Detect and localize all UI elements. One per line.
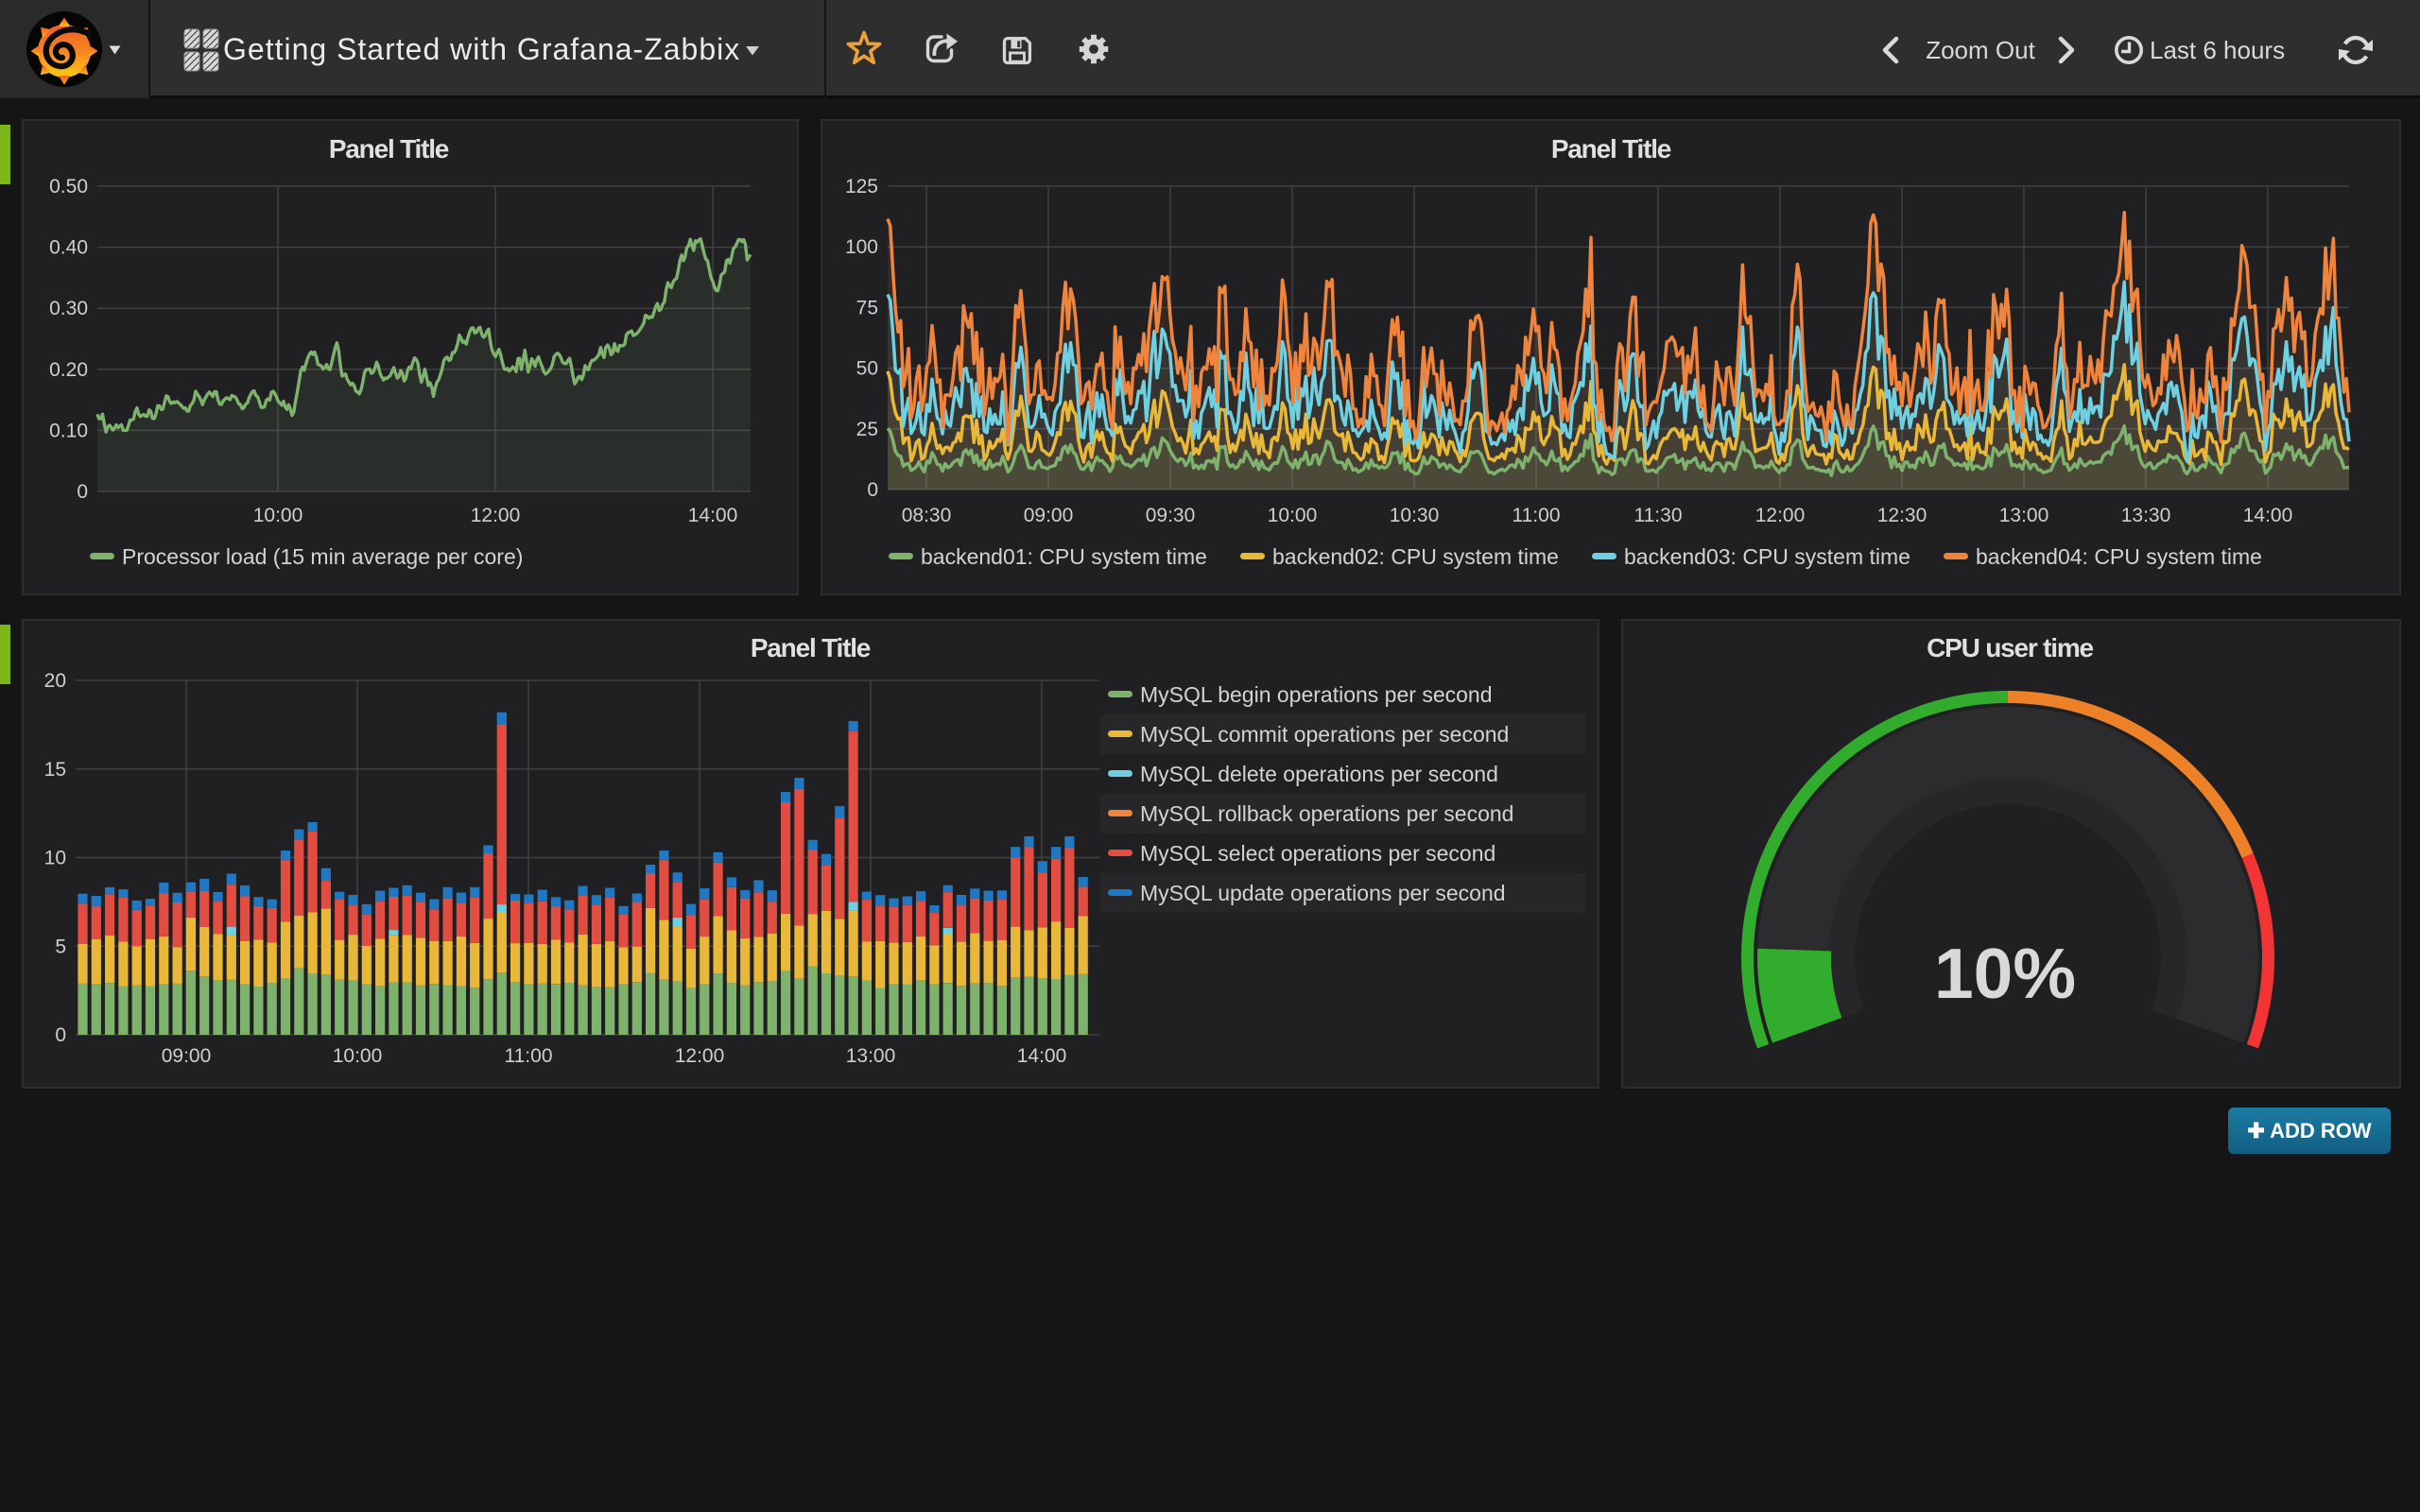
svg-text:13:30: 13:30	[2121, 505, 2171, 526]
svg-text:75: 75	[856, 297, 878, 318]
svg-text:10%: 10%	[1934, 934, 2076, 1013]
svg-text:10: 10	[44, 848, 66, 869]
svg-text:13:00: 13:00	[1999, 505, 2049, 526]
svg-text:15: 15	[44, 759, 66, 781]
svg-text:0: 0	[77, 481, 88, 503]
svg-text:Panel Title: Panel Title	[751, 633, 871, 662]
svg-text:MySQL update operations per se: MySQL update operations per second	[1140, 881, 1506, 905]
svg-text:0.10: 0.10	[49, 420, 88, 441]
svg-text:0.40: 0.40	[49, 237, 88, 259]
svg-text:0.50: 0.50	[49, 176, 88, 198]
svg-text:11:00: 11:00	[1512, 505, 1561, 526]
svg-text:Panel Title: Panel Title	[329, 134, 449, 163]
svg-text:14:00: 14:00	[2243, 505, 2293, 526]
svg-text:backend03: CPU system time: backend03: CPU system time	[1624, 544, 1910, 569]
svg-text:12:00: 12:00	[675, 1045, 725, 1067]
svg-text:MySQL begin operations per sec: MySQL begin operations per second	[1140, 682, 1492, 707]
svg-text:10:30: 10:30	[1390, 505, 1440, 526]
svg-text:08:30: 08:30	[902, 505, 952, 526]
svg-text:MySQL rollback operations per: MySQL rollback operations per second	[1140, 801, 1513, 826]
svg-text:Processor load (15 min average: Processor load (15 min average per core)	[122, 544, 523, 569]
svg-text:100: 100	[845, 236, 878, 258]
svg-text:12:00: 12:00	[1755, 505, 1806, 526]
svg-text:14:00: 14:00	[1017, 1045, 1067, 1067]
svg-text:11:00: 11:00	[505, 1045, 553, 1067]
svg-text:MySQL commit operations per se: MySQL commit operations per second	[1140, 722, 1509, 747]
svg-text:backend04: CPU system time: backend04: CPU system time	[1976, 544, 2262, 569]
svg-text:CPU user time: CPU user time	[1927, 633, 2093, 662]
svg-text:10:00: 10:00	[253, 505, 303, 526]
svg-text:13:00: 13:00	[846, 1045, 896, 1067]
svg-text:Last 6 hours: Last 6 hours	[2150, 36, 2285, 64]
svg-text:0: 0	[867, 479, 878, 501]
svg-text:MySQL delete operations per se: MySQL delete operations per second	[1140, 762, 1498, 786]
svg-text:backend01: CPU system time: backend01: CPU system time	[921, 544, 1207, 569]
svg-text:20: 20	[44, 670, 66, 692]
svg-text:0: 0	[55, 1024, 66, 1046]
svg-text:12:00: 12:00	[471, 505, 521, 526]
svg-text:Panel Title: Panel Title	[1551, 134, 1671, 163]
svg-text:14:00: 14:00	[688, 505, 738, 526]
svg-text:11:30: 11:30	[1634, 505, 1683, 526]
svg-text:50: 50	[856, 358, 878, 380]
svg-text:09:00: 09:00	[162, 1045, 212, 1067]
svg-text:5: 5	[55, 936, 66, 957]
svg-text:10:00: 10:00	[333, 1045, 383, 1067]
svg-text:09:30: 09:30	[1146, 505, 1196, 526]
svg-text:backend02: CPU system time: backend02: CPU system time	[1272, 544, 1559, 569]
svg-text:09:00: 09:00	[1024, 505, 1074, 526]
svg-text:25: 25	[856, 419, 878, 440]
svg-text:0.30: 0.30	[49, 298, 88, 319]
svg-text:125: 125	[845, 176, 878, 198]
svg-text:12:30: 12:30	[1877, 505, 1927, 526]
svg-text:Getting Started with Grafana-Z: Getting Started with Grafana-Zabbix	[223, 32, 740, 66]
svg-text:MySQL select operations per se: MySQL select operations per second	[1140, 841, 1495, 866]
svg-text:10:00: 10:00	[1268, 505, 1318, 526]
svg-text:0.20: 0.20	[49, 359, 88, 381]
svg-text:Zoom Out: Zoom Out	[1926, 36, 2035, 64]
